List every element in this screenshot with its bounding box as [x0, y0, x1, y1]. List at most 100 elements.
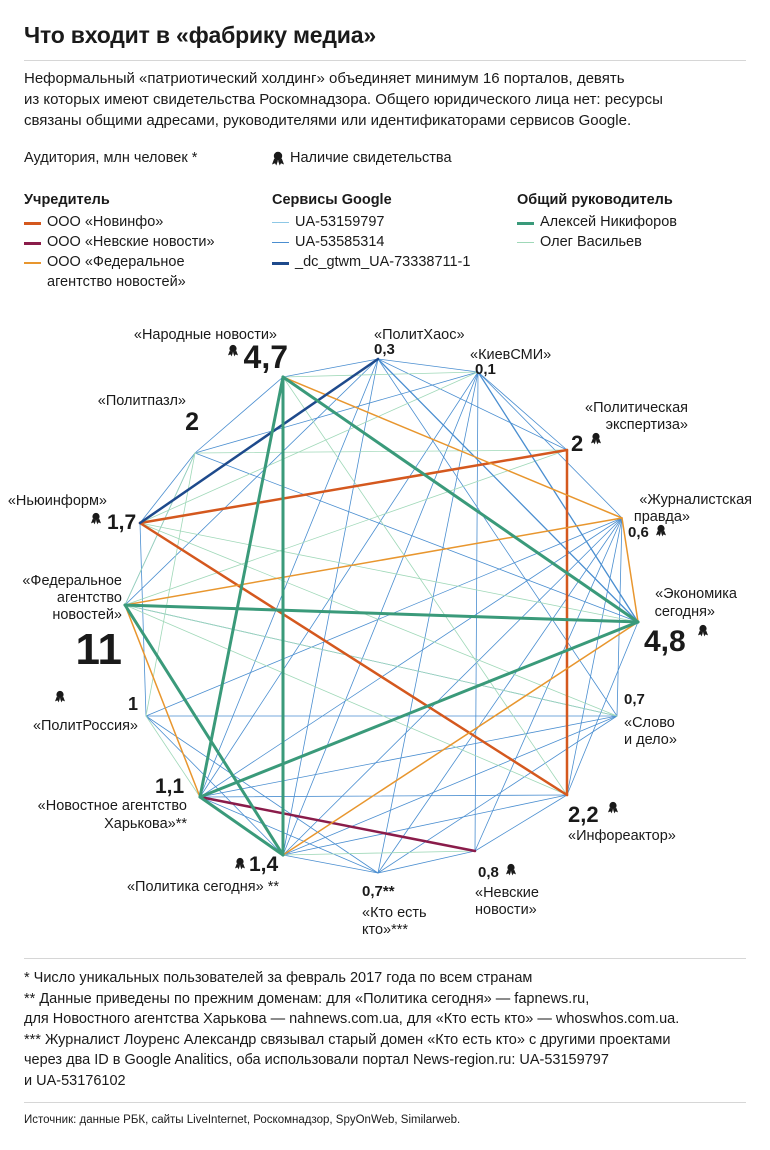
manager-link — [139, 371, 479, 524]
google-link — [139, 522, 147, 717]
footnote: через два ID в Google Analitics, оба исп… — [24, 1052, 609, 1068]
google-link — [282, 517, 623, 856]
link-fan-ekonomika — [123, 603, 640, 624]
node-label-ekonomika: «Экономика — [655, 586, 738, 602]
legend-item: Олег Васильев — [517, 232, 677, 252]
google-link — [377, 358, 618, 717]
link-ekonomika-politika — [282, 621, 639, 856]
legend-item: UA-53585314 — [272, 232, 470, 252]
source-text: Источник: данные РБК, сайты LiveInternet… — [24, 1114, 461, 1126]
license-icon — [506, 863, 516, 876]
legend-audience: Аудитория, млн человек * — [24, 150, 198, 166]
google-link — [282, 358, 379, 856]
footnote: * Число уникальных пользователей за февр… — [24, 970, 533, 986]
node-label-zhurnal: «Журналистская — [639, 492, 752, 508]
node-value-zhurnal: 0,6 — [628, 524, 649, 541]
legend-item: ООО «Федеральное агентство новостей» — [24, 252, 215, 292]
legend-item-label: ООО «Невские новости» — [47, 234, 215, 250]
google-link — [194, 376, 284, 454]
manager-link — [139, 522, 618, 717]
manager-link — [282, 371, 479, 378]
google-link — [474, 794, 568, 852]
google-link — [377, 358, 479, 373]
node-label-ktoest: «Кто есть — [362, 905, 427, 921]
legend-swatch — [272, 242, 289, 243]
legend-item-label: Алексей Никифоров — [540, 214, 677, 230]
footnote: и UA-53176102 — [24, 1072, 126, 1089]
link-narodnye-ekonomika — [281, 375, 640, 624]
link-kharkov-nevskie — [198, 795, 477, 853]
node-label-fan: агентство — [57, 590, 122, 606]
google-link — [566, 621, 639, 796]
google-link — [477, 371, 639, 623]
google-link — [377, 850, 476, 874]
page-title: Что входит в «фабрику медиа» — [24, 22, 376, 48]
node-label-nevskie: «Невские — [475, 885, 539, 901]
manager-link — [145, 715, 201, 798]
node-label-ktoest: кто»*** — [362, 922, 408, 938]
google-link — [199, 358, 379, 798]
legend-item-label: UA-53159797 — [295, 214, 385, 230]
node-label-politkhaos: «ПолитХаос» — [374, 327, 465, 343]
google-link — [282, 715, 618, 856]
title-divider — [24, 60, 746, 61]
link-ekonomika-kharkov — [198, 620, 640, 799]
legend-swatch — [24, 222, 41, 225]
node-label-kharkov: «Новостное агентство — [38, 798, 187, 814]
legend-license: Наличие свидетельства — [270, 150, 452, 166]
google-link — [282, 854, 379, 874]
node-value-kharkov: 1,1 — [155, 775, 185, 798]
node-label-nevskie: новости» — [475, 902, 537, 918]
license-icon — [272, 151, 284, 166]
license-icon — [91, 512, 101, 525]
node-label-slovo: «Слово — [624, 715, 675, 731]
legend-item-label-line: агентство новостей» — [47, 274, 186, 290]
network-diagram: «Народные новости»4,7 «ПолитХаос»0,3 «Киев… — [8, 327, 752, 938]
footnote: *** Журналист Лоуренс Александр связывал… — [24, 1031, 671, 1048]
google-link — [199, 517, 623, 798]
google-link — [199, 371, 479, 798]
manager-link — [139, 522, 639, 623]
node-label-kharkov: Харькова»** — [104, 816, 187, 832]
google-link — [145, 715, 284, 856]
manager-link — [282, 850, 476, 856]
google-link — [145, 715, 379, 874]
legend-item: _dc_gtwm_UA-73338711-1 — [272, 252, 470, 272]
legend-founder: Учредитель ООО «Новинфо» ООО «Невские но… — [24, 190, 215, 292]
node-value-politpazl: 2 — [185, 408, 199, 436]
manager-link — [282, 376, 568, 796]
google-link — [124, 358, 379, 606]
manager-link — [145, 452, 196, 717]
manager-link — [124, 604, 568, 796]
legend-google-title: Сервисы Google — [272, 192, 392, 208]
link-zhurnal-ekonomika — [621, 517, 639, 623]
manager-link — [124, 604, 618, 717]
google-link — [199, 794, 568, 798]
link-newinform-inforeaktor — [138, 521, 569, 797]
node-value-fan: 11 — [75, 625, 122, 674]
legend-item: ООО «Невские новости» — [24, 232, 215, 252]
node-label-ekonomika: сегодня» — [655, 604, 715, 620]
legend-item-label: Олег Васильев — [540, 234, 642, 250]
legend-swatch — [517, 242, 534, 243]
node-value-politexp: 2 — [571, 431, 583, 456]
legend-license-label: Наличие свидетельства — [290, 150, 452, 166]
license-icon — [228, 344, 238, 357]
legend-swatch — [24, 242, 41, 245]
legend-swatch — [24, 262, 41, 264]
google-link — [282, 794, 568, 856]
source-divider — [24, 1102, 746, 1103]
google-link — [199, 715, 618, 798]
link-narodnye-kharkov — [198, 375, 285, 799]
node-value-newinform: 1,7 — [107, 511, 136, 534]
legend-item-label: ООО «Федеральное агентство новостей» — [47, 252, 186, 292]
license-icon — [235, 857, 245, 870]
node-label-slovo: и дело» — [624, 732, 677, 748]
legend-item-label: ООО «Новинфо» — [47, 214, 164, 230]
notes-divider — [24, 958, 746, 959]
node-label-politexp: «Политическая — [585, 400, 688, 416]
legend-swatch — [272, 262, 289, 265]
node-label-fan: «Федеральное — [22, 573, 122, 589]
legend-item-label: UA-53585314 — [295, 234, 385, 250]
node-value-kievsmi: 0,1 — [475, 361, 496, 378]
